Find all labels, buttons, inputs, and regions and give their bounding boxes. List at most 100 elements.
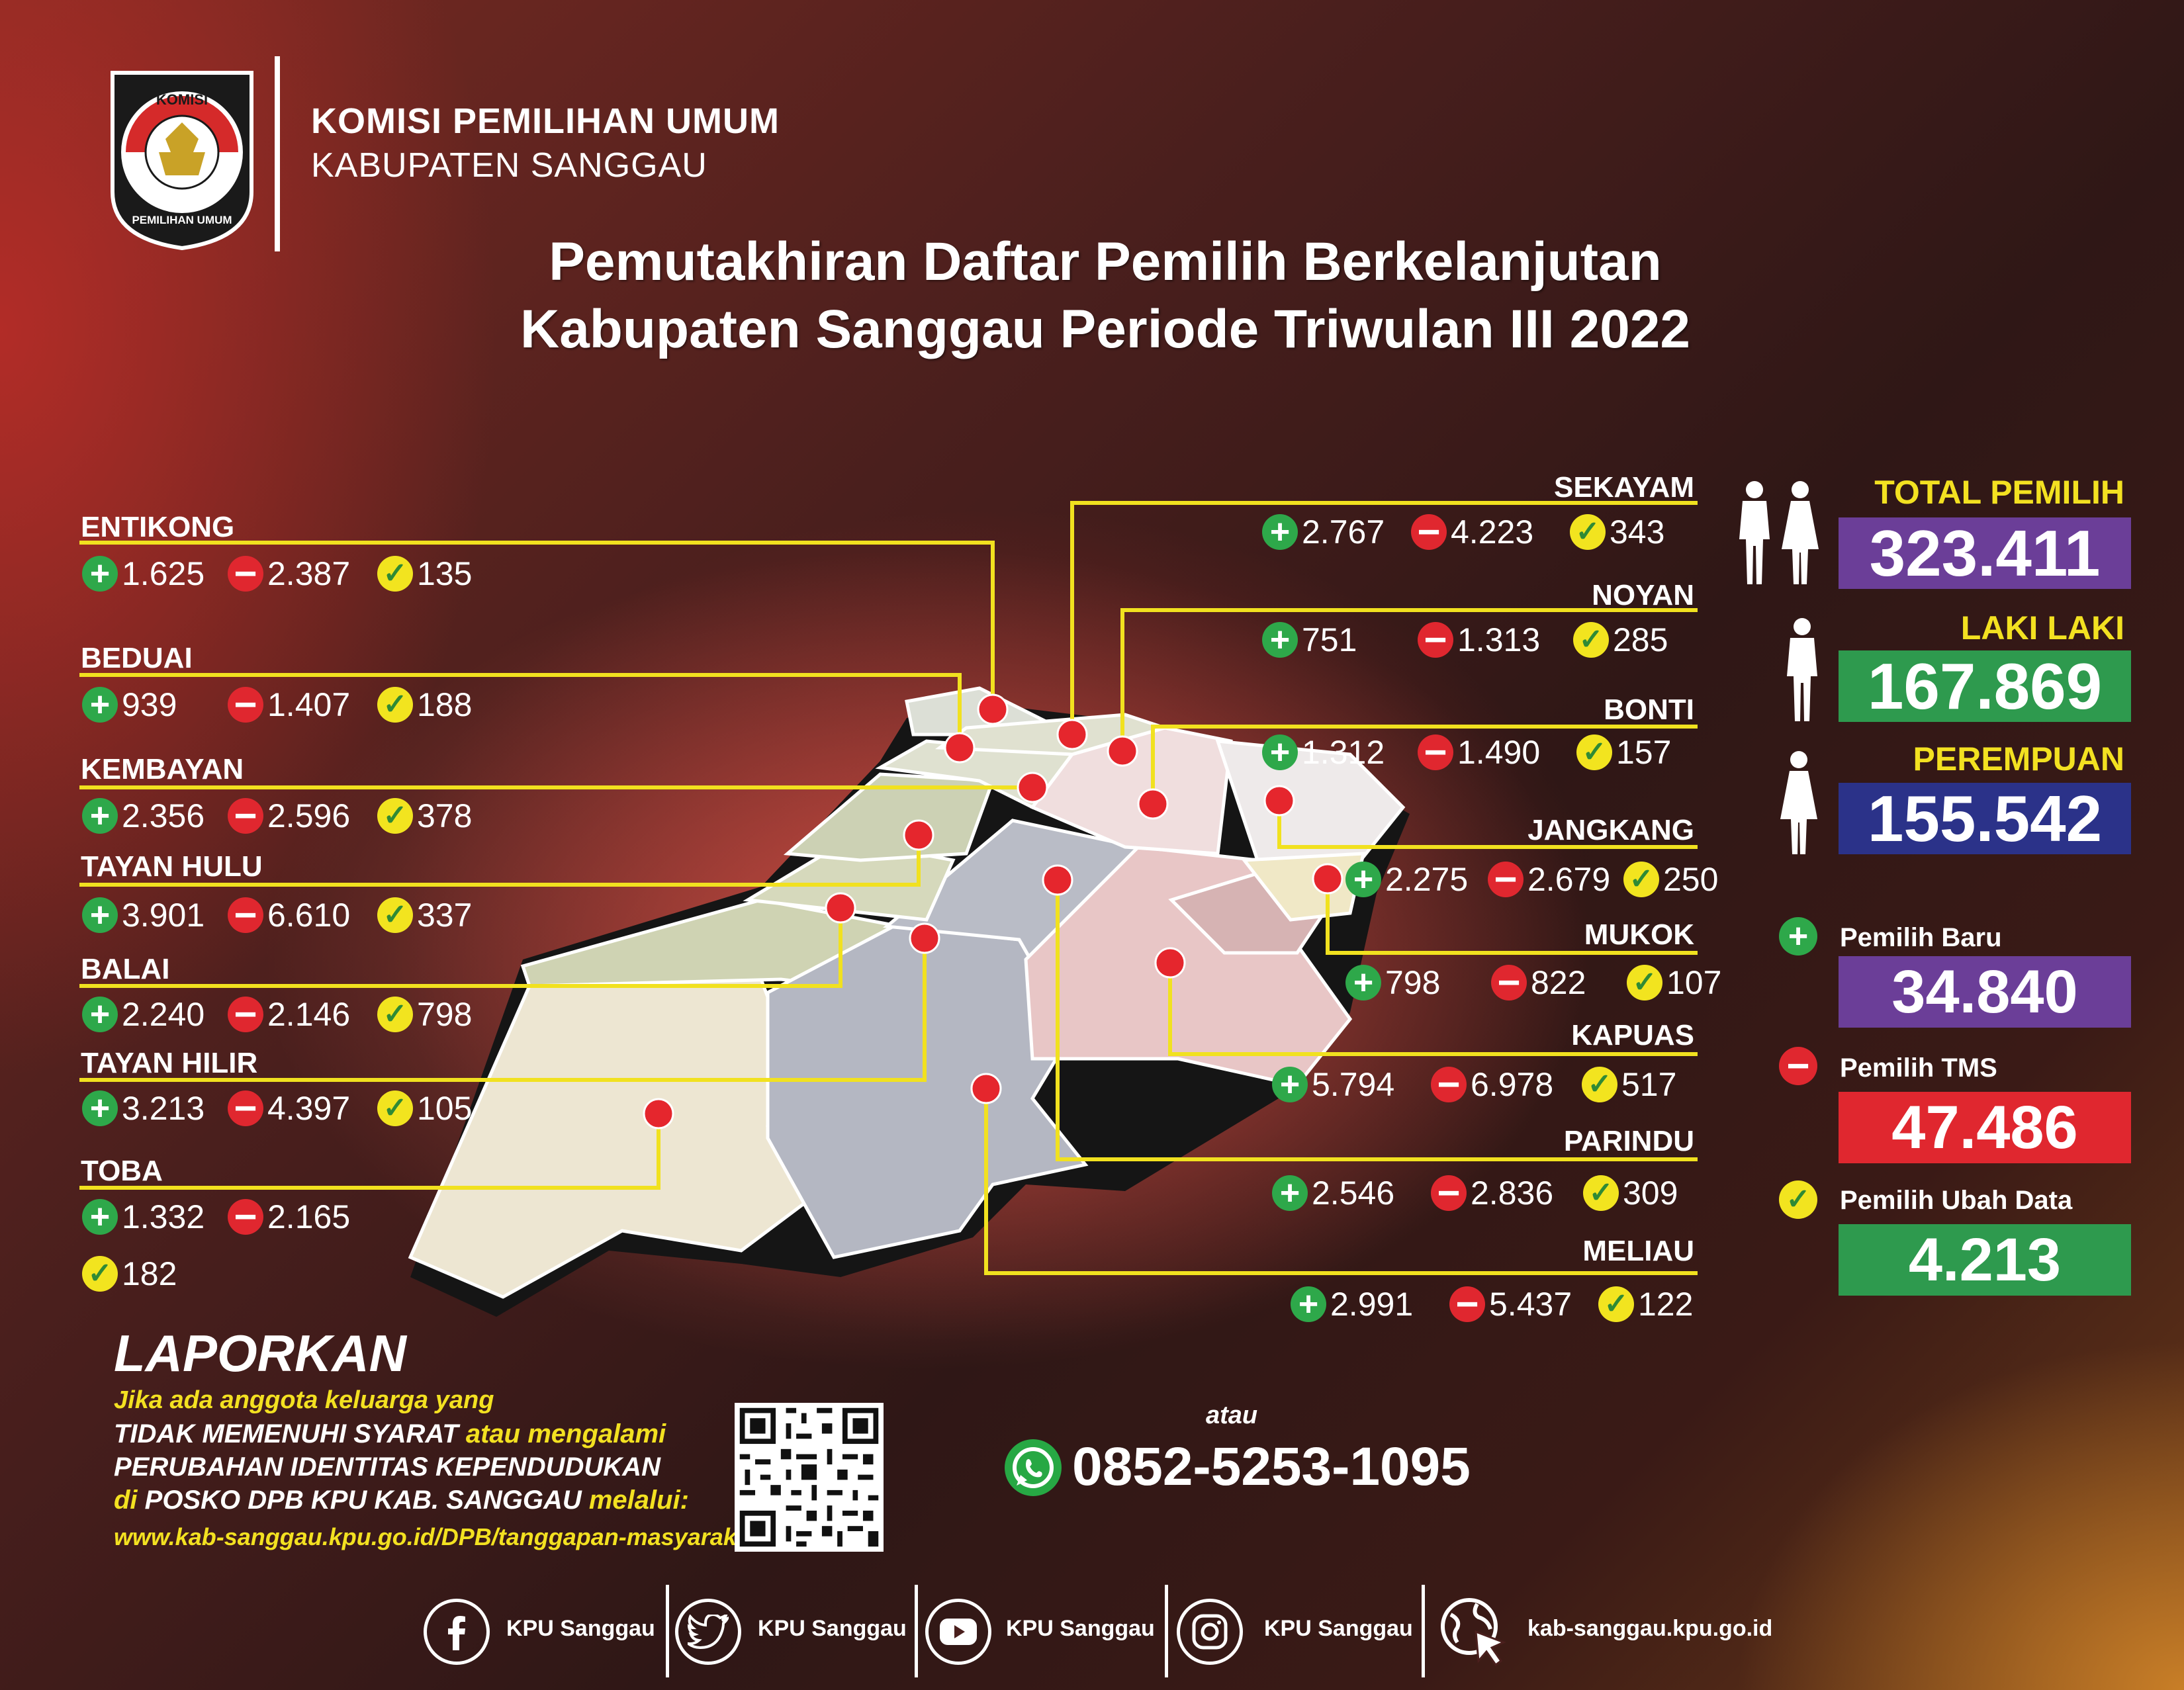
- male-female-icon: [1739, 481, 1819, 584]
- check-icon: ✓: [377, 687, 413, 723]
- stat-tms: −4.397: [228, 1089, 350, 1128]
- plus-icon: +: [82, 556, 118, 592]
- minus-icon: −: [1411, 512, 1447, 552]
- district-stats-sekayam: +2.767 −4.223 ✓ 343: [1262, 512, 1686, 552]
- district-name: TOBA: [81, 1155, 163, 1187]
- instagram-label[interactable]: KPU Sanggau: [1264, 1616, 1413, 1641]
- check-icon: ✓: [377, 997, 413, 1032]
- stat-new: +939: [82, 686, 177, 724]
- district-stats-toba: +1.332 −2.165: [82, 1197, 426, 1237]
- district-stats-tayan-hilir: +3.213 −4.397 ✓ 105: [82, 1089, 506, 1128]
- stat-changed: ✓ 517: [1582, 1065, 1676, 1104]
- youtube-label[interactable]: KPU Sanggau: [1006, 1616, 1155, 1641]
- changed-voters-value: 4.213: [1839, 1224, 2131, 1296]
- total-label: TOTAL PEMILIH: [1874, 474, 2124, 511]
- stat-tms: −2.387: [228, 554, 350, 594]
- district-stats-mukok: +798 −822 ✓ 107: [1345, 963, 1743, 1002]
- check-icon: ✓: [1598, 1286, 1634, 1322]
- check-icon: ✓: [1583, 1175, 1619, 1211]
- report-line-4: di POSKO DPB KPU KAB. SANGGAU melalui:: [114, 1486, 689, 1515]
- tms-voters-value: 47.486: [1839, 1092, 2131, 1163]
- check-icon: ✓: [377, 1090, 413, 1126]
- stat-changed: ✓ 135: [377, 555, 472, 593]
- plus-icon: +: [1291, 1286, 1326, 1322]
- dot-meliau: [970, 1073, 1002, 1104]
- check-icon: ✓: [377, 556, 413, 592]
- male-icon: [1787, 618, 1817, 721]
- minus-icon: −: [1431, 1065, 1467, 1104]
- plus-icon: +: [82, 798, 118, 834]
- district-name: TAYAN HULU: [81, 850, 263, 883]
- report-url-link[interactable]: www.kab-sanggau.kpu.go.id/DPB/tanggapan-…: [114, 1523, 758, 1550]
- website-link[interactable]: kab-sanggau.kpu.go.id: [1527, 1616, 1773, 1641]
- dot-parindu: [1042, 864, 1073, 896]
- tms-voters-label: Pemilih TMS: [1840, 1053, 1997, 1083]
- plus-icon: +: [82, 997, 118, 1032]
- minus-icon: −: [228, 895, 263, 935]
- title-line-2: Kabupaten Sanggau Periode Triwulan III 2…: [520, 299, 1690, 359]
- plus-icon: +: [82, 897, 118, 933]
- youtube-icon[interactable]: [925, 1599, 991, 1665]
- district-stats-kapuas: +5.794 −6.978 ✓ 517: [1272, 1065, 1696, 1104]
- stat-tms: −822: [1491, 963, 1586, 1002]
- stat-changed: ✓ 337: [377, 896, 472, 934]
- district-stats-meliau: +2.991 −5.437 ✓ 122: [1291, 1284, 1701, 1324]
- plus-icon: +: [1262, 622, 1298, 658]
- org-region: KABUPATEN SANGGAU: [311, 146, 707, 185]
- female-value: 155.542: [1839, 782, 2131, 855]
- check-icon: ✓: [1576, 734, 1612, 770]
- district-name: BEDUAI: [81, 642, 193, 674]
- dot-entikong: [977, 693, 1009, 725]
- whatsapp-icon[interactable]: [1005, 1439, 1062, 1496]
- stat-tms: −5.437: [1449, 1284, 1572, 1324]
- stat-changed: ✓ 285: [1573, 621, 1668, 659]
- dot-beduai: [944, 732, 976, 764]
- district-name: ENTIKONG: [81, 511, 235, 543]
- district-name: BONTI: [1604, 693, 1694, 726]
- minus-icon: −: [1418, 620, 1453, 660]
- leader-lines: [79, 501, 1698, 1275]
- facebook-label[interactable]: KPU Sanggau: [506, 1616, 655, 1641]
- minus-icon: −: [1779, 1046, 1817, 1086]
- stat-tms: −1.490: [1418, 733, 1540, 772]
- district-stats-kembayan: +2.356 −2.596 ✓ 378: [82, 796, 506, 836]
- footer-divider: [1422, 1585, 1425, 1677]
- district-name: TAYAN HILIR: [81, 1047, 258, 1079]
- whatsapp-number[interactable]: 0852-5253-1095: [1072, 1437, 1471, 1497]
- facebook-icon[interactable]: [424, 1599, 490, 1665]
- plus-icon: +: [1345, 965, 1381, 1001]
- dot-tayan-hilir: [909, 922, 940, 954]
- plus-icon: +: [82, 1090, 118, 1126]
- dot-bonti: [1137, 788, 1169, 820]
- twitter-label[interactable]: KPU Sanggau: [758, 1616, 907, 1641]
- dot-jangkang: [1263, 785, 1295, 817]
- qr-code[interactable]: [735, 1403, 884, 1552]
- stat-tms: −1.407: [228, 685, 350, 725]
- org-name: KOMISI PEMILIHAN UMUM: [311, 101, 780, 141]
- logo-top-text: KOMISI: [156, 91, 208, 108]
- stat-new: +1.312: [1262, 733, 1385, 772]
- male-label: LAKI LAKI: [1960, 609, 2124, 646]
- dot-balai: [825, 892, 856, 924]
- page-title: Pemutakhiran Daftar Pemilih Berkelanjuta…: [503, 228, 1707, 363]
- dot-mukok: [1312, 863, 1343, 895]
- plus-icon: +: [82, 1199, 118, 1235]
- instagram-icon[interactable]: [1177, 1599, 1243, 1665]
- minus-icon: −: [1491, 963, 1527, 1002]
- district-stats-jangkang: +2.275 −2.679 ✓ 250: [1345, 860, 1743, 899]
- stat-changed: ✓ 188: [377, 686, 472, 724]
- stat-changed: ✓ 105: [377, 1089, 472, 1128]
- stat-tms: −2.679: [1488, 860, 1610, 899]
- changed-voters-label: Pemilih Ubah Data: [1840, 1186, 2073, 1215]
- footer-divider: [915, 1585, 918, 1677]
- minus-icon: −: [1488, 860, 1524, 899]
- twitter-icon[interactable]: [675, 1599, 741, 1665]
- check-icon: ✓: [377, 798, 413, 834]
- plus-icon: +: [82, 687, 118, 723]
- web-cursor-icon[interactable]: [1437, 1595, 1510, 1668]
- district-stats-entikong: +1.625 −2.387 ✓ 135: [82, 554, 506, 594]
- map-region-balai: [743, 838, 956, 922]
- stat-tms: −1.313: [1418, 620, 1540, 660]
- minus-icon: −: [1418, 733, 1453, 772]
- stat-new: +2.275: [1345, 860, 1468, 899]
